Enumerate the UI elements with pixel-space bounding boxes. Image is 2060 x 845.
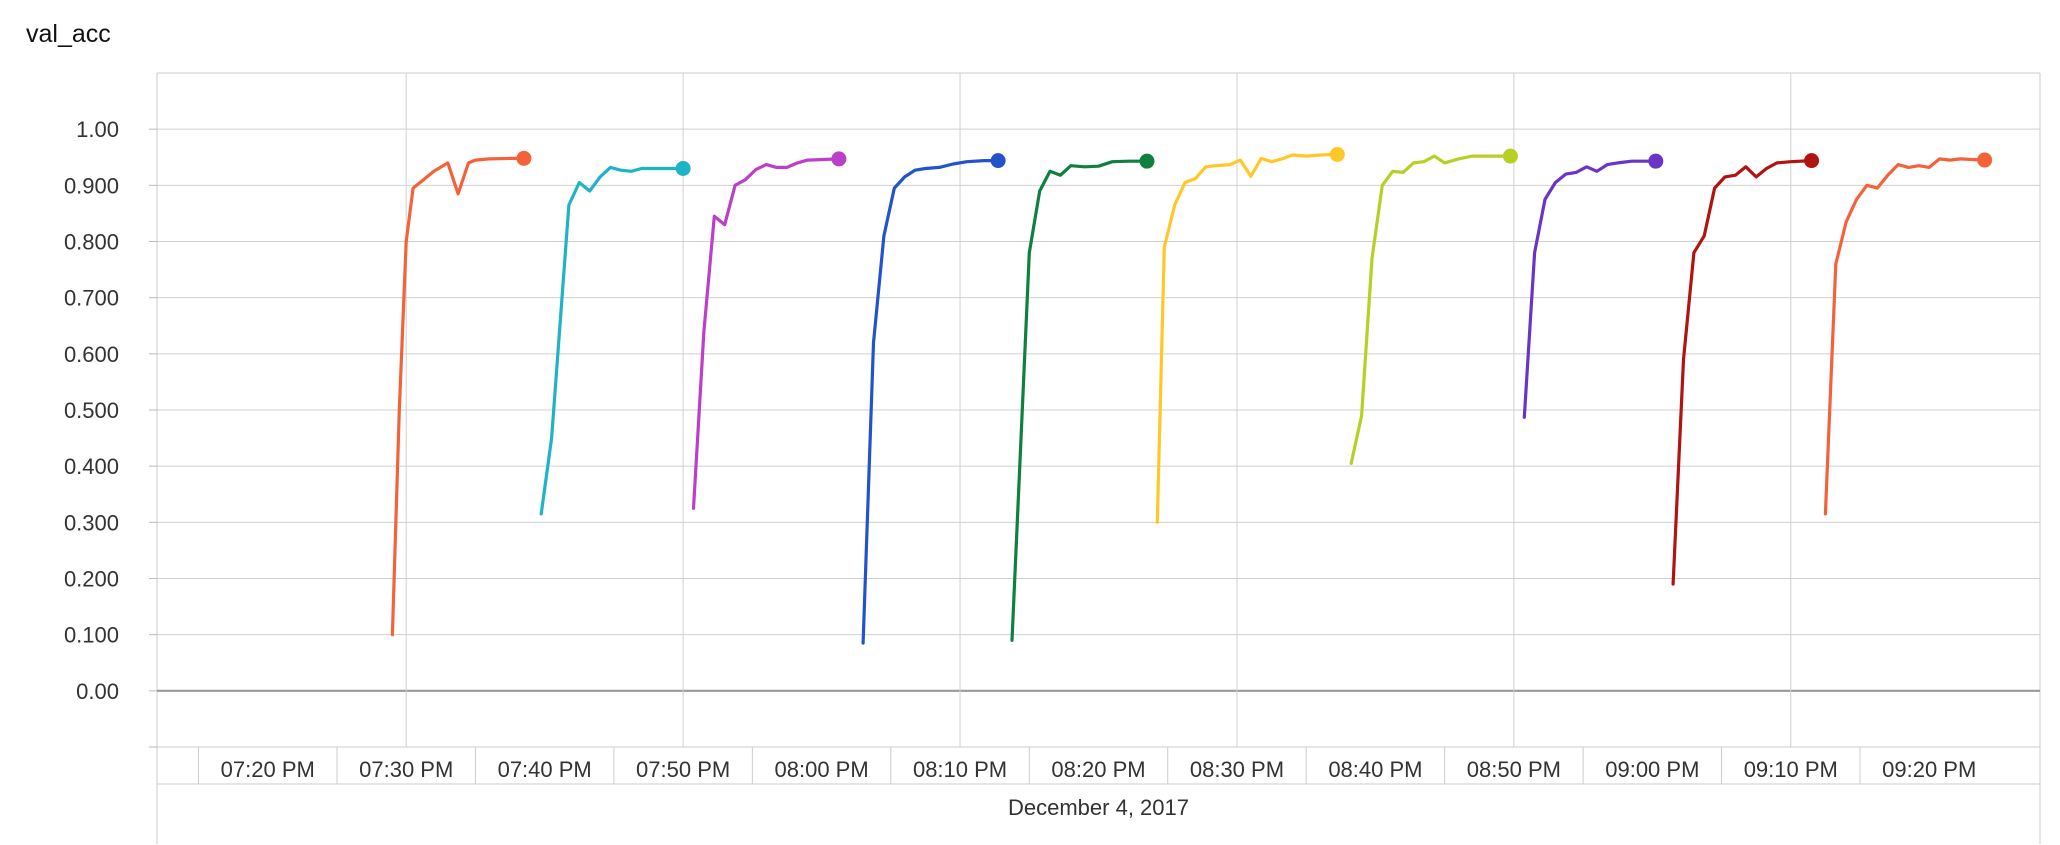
- y-tick-label: 1.00: [76, 117, 119, 142]
- axis-layer: December 4, 2017 1.00 0.900 0.800 0.700 0.60…: [64, 117, 1976, 820]
- series-line: [861, 159, 1000, 645]
- x-tick-label: 07:50 PM: [636, 757, 730, 782]
- series-end-marker: [675, 160, 691, 176]
- x-axis-date-label: December 4, 2017: [1008, 795, 1189, 820]
- x-tick-label: 07:30 PM: [359, 757, 453, 782]
- y-tick-label: 0.200: [64, 567, 119, 592]
- series-line: [691, 157, 841, 510]
- series-line: [1349, 154, 1513, 465]
- x-tick-label: 09:20 PM: [1882, 757, 1976, 782]
- y-tick-label: 0.00: [76, 679, 119, 704]
- x-tick-label: 09:10 PM: [1744, 757, 1838, 782]
- series-layer: [390, 146, 1993, 645]
- x-tick-label: 07:20 PM: [221, 757, 315, 782]
- x-tick-label: 08:50 PM: [1467, 757, 1561, 782]
- x-tick-label: 08:00 PM: [775, 757, 869, 782]
- y-tick-label: 0.400: [64, 454, 119, 479]
- series-line: [390, 156, 526, 637]
- series-line: [1671, 159, 1814, 586]
- y-tick-label: 0.900: [64, 173, 119, 198]
- y-tick-label: 0.500: [64, 398, 119, 423]
- series-end-marker: [1648, 153, 1664, 169]
- x-tick-label: 09:00 PM: [1605, 757, 1699, 782]
- series-line: [539, 165, 685, 516]
- series-end-marker: [990, 153, 1006, 169]
- series-line: [1522, 159, 1658, 419]
- x-tick-label: 08:40 PM: [1328, 757, 1422, 782]
- series-line: [1823, 157, 1987, 516]
- y-tick-label: 0.100: [64, 623, 119, 648]
- series-end-marker: [831, 151, 847, 167]
- series-line: [1010, 159, 1149, 642]
- series-end-marker: [1977, 152, 1993, 168]
- series-end-marker: [1139, 153, 1155, 169]
- grid-layer: [149, 72, 2041, 844]
- y-tick-label: 0.800: [64, 230, 119, 255]
- y-tick-label: 0.700: [64, 286, 119, 311]
- series-end-marker: [1502, 148, 1518, 164]
- series-end-marker: [1329, 146, 1345, 162]
- chart-title: val_acc: [26, 20, 111, 48]
- series-line: [1155, 152, 1339, 524]
- series-end-marker: [516, 150, 532, 166]
- x-tick-label: 07:40 PM: [498, 757, 592, 782]
- y-tick-label: 0.300: [64, 510, 119, 535]
- series-end-marker: [1804, 153, 1820, 169]
- y-tick-label: 0.600: [64, 342, 119, 367]
- x-tick-label: 08:10 PM: [913, 757, 1007, 782]
- x-tick-label: 08:30 PM: [1190, 757, 1284, 782]
- x-tick-label: 08:20 PM: [1051, 757, 1145, 782]
